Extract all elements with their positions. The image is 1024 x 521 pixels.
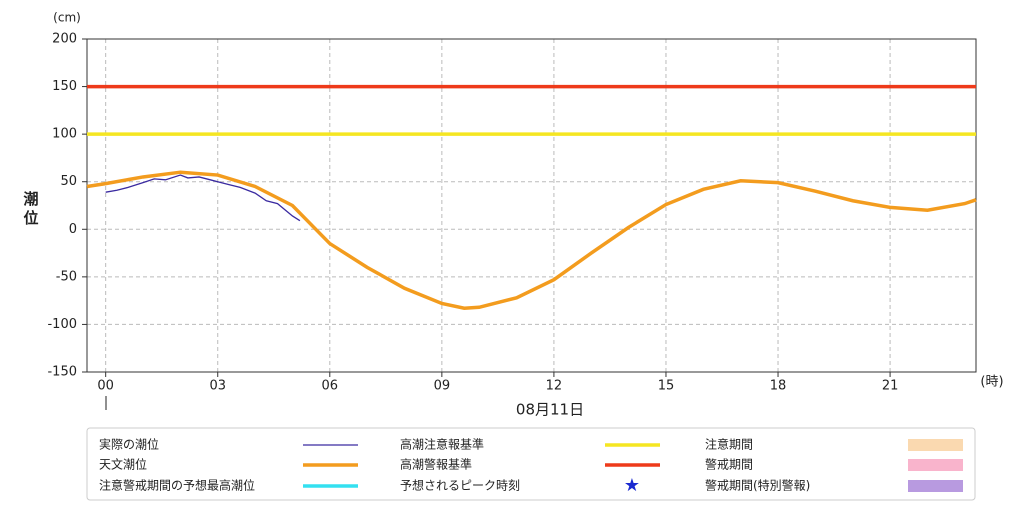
legend-swatch	[908, 480, 963, 492]
legend-label: 天文潮位	[99, 457, 147, 472]
y-tick-label: -50	[56, 269, 77, 284]
legend-box	[86, 427, 976, 501]
y-tick-label: -150	[47, 365, 77, 380]
legend-label: 警戒期間	[705, 457, 753, 472]
y-label: 潮位	[22, 190, 40, 229]
series-line	[105, 174, 301, 222]
legend-label: 注意期間	[705, 437, 753, 452]
x-tick-label: 18	[770, 379, 787, 394]
legend-label: 警戒期間(特別警報)	[705, 478, 810, 493]
x-tick-label: 15	[658, 379, 675, 394]
plot-frame	[86, 38, 977, 373]
y-tick-label: 100	[52, 127, 77, 142]
legend-label: 注意警戒期間の予想最高潮位	[99, 478, 255, 493]
legend-label: 予想されるピーク時刻	[400, 478, 520, 493]
x-tick-label: 21	[882, 379, 899, 394]
x-tick-label: 00	[97, 379, 114, 394]
y-tick-label: 50	[60, 174, 77, 189]
y-tick-label: -100	[47, 317, 77, 332]
legend-swatch: ★	[624, 475, 640, 496]
x-tick-label: 03	[209, 379, 226, 394]
y-tick-label: 150	[52, 79, 77, 94]
y-tick-label: 0	[69, 222, 77, 237]
x-label: 08月11日	[516, 401, 584, 419]
series-line	[86, 170, 977, 311]
y-tick-label: 200	[52, 32, 77, 47]
legend-label: 高潮警報基準	[400, 457, 472, 472]
x-unit: (時)	[980, 375, 1003, 390]
x-tick-label: 09	[434, 379, 451, 394]
legend-label: 実際の潮位	[99, 437, 159, 452]
x-tick-label: 06	[322, 379, 339, 394]
legend-label: 高潮注意報基準	[400, 437, 484, 452]
legend-swatch	[908, 439, 963, 451]
x-tick-label: 12	[546, 379, 563, 394]
y-unit: (cm)	[53, 11, 81, 25]
legend-swatch	[908, 459, 963, 471]
